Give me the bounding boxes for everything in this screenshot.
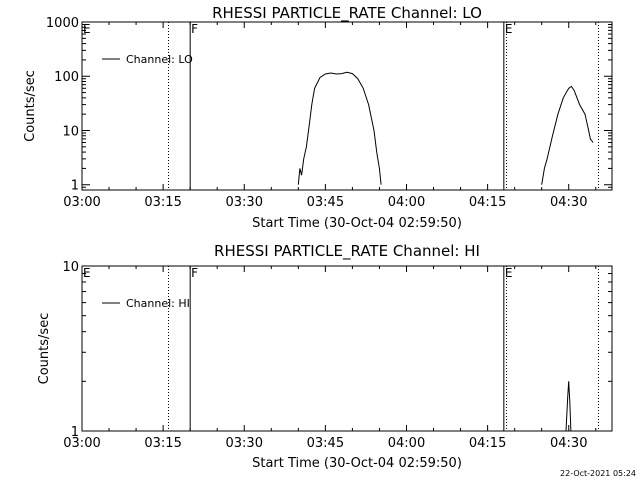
y-tick-label: 100 (54, 70, 79, 85)
legend-label: Channel: HI (126, 297, 190, 310)
chart-title: RHESSI PARTICLE_RATE Channel: HI (214, 242, 480, 261)
chart-panel-hi: RHESSI PARTICLE_RATE Channel: HI 03:00 03:… (37, 242, 613, 471)
event-marker-label: E (505, 22, 513, 36)
x-tick-label: 03:30 (226, 195, 263, 210)
event-marker-label: E (505, 266, 513, 280)
y-tick-label: 1 (71, 179, 79, 194)
chart-title: RHESSI PARTICLE_RATE Channel: LO (212, 4, 482, 23)
x-tick-label: 03:45 (307, 436, 344, 451)
x-tick-label: 04:15 (469, 436, 506, 451)
event-marker-label: F (191, 22, 198, 36)
y-tick-label: 10 (62, 124, 79, 139)
x-tick-label: 04:30 (550, 195, 587, 210)
y-axis-label: Counts/sec (37, 313, 52, 385)
y-tick-label: 10 (62, 260, 79, 275)
x-tick-label: 04:00 (388, 436, 425, 451)
x-tick-label: 03:45 (307, 195, 344, 210)
corner-event-label: E (83, 266, 91, 280)
series-line-segment (565, 381, 572, 432)
x-tick-label: 04:15 (469, 195, 506, 210)
x-tick-label: 03:15 (144, 195, 181, 210)
x-tick-label: 04:30 (550, 436, 587, 451)
x-axis-label: Start Time (30-Oct-04 02:59:50) (252, 456, 462, 471)
y-tick-label: 1000 (46, 16, 79, 31)
corner-event-label: E (83, 22, 91, 36)
x-tick-label: 03:15 (144, 436, 181, 451)
x-tick-label: 04:00 (388, 195, 425, 210)
series-line-segment (541, 85, 594, 185)
series-line-segment (297, 71, 382, 185)
x-tick-label: 03:00 (63, 195, 100, 210)
y-tick-label: 1 (71, 425, 79, 440)
chart-panel-lo: RHESSI PARTICLE_RATE Channel: LO 03:00 03:… (23, 4, 613, 231)
plot-frame (81, 21, 613, 191)
plot-frame (81, 265, 613, 432)
footer-timestamp: 22-Oct-2021 05:24 (560, 469, 636, 478)
x-tick-label: 03:30 (226, 436, 263, 451)
legend-label: Channel: LO (126, 53, 193, 66)
x-tick-label: 03:00 (63, 436, 100, 451)
x-axis-label: Start Time (30-Oct-04 02:59:50) (252, 216, 462, 231)
event-marker-label: F (191, 266, 198, 280)
y-axis-label: Counts/sec (23, 70, 38, 142)
